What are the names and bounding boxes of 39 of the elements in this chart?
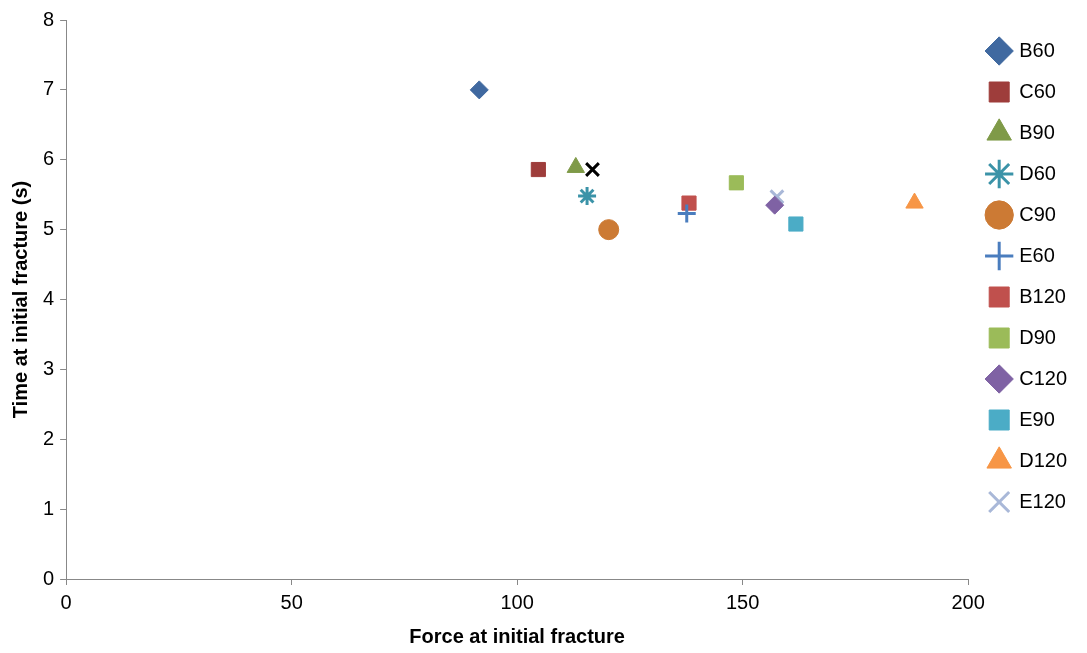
point	[676, 203, 698, 225]
point	[576, 185, 598, 207]
legend-label: C120	[1019, 366, 1067, 389]
legend-label: B60	[1019, 38, 1055, 61]
y-tick-label: 7	[43, 77, 55, 100]
point	[728, 175, 744, 191]
x-tick-label: 50	[280, 590, 303, 613]
legend-label: E120	[1019, 489, 1066, 512]
legend-label: D60	[1019, 161, 1056, 184]
y-tick-label: 0	[43, 566, 55, 589]
legend-label: E90	[1019, 407, 1055, 430]
legend-label: E60	[1019, 243, 1055, 266]
y-tick-label: 4	[43, 287, 55, 310]
legend-label: B90	[1019, 120, 1055, 143]
x-tick-label: 200	[951, 590, 985, 613]
y-axis-title: Time at initial fracture (s)	[8, 180, 31, 419]
point	[530, 161, 546, 178]
x-tick-label: 150	[725, 590, 760, 613]
legend-label: C60	[1019, 79, 1056, 102]
y-tick-label: 3	[43, 356, 55, 379]
y-tick-label: 2	[43, 426, 55, 449]
x-tick-label: 100	[500, 590, 534, 613]
point	[584, 161, 601, 178]
point	[681, 195, 697, 211]
y-tick-label: 1	[43, 496, 55, 519]
y-tick-label: 6	[43, 147, 55, 170]
legend-label: C90	[1019, 202, 1056, 225]
point	[769, 188, 785, 205]
y-tick-label: 8	[43, 7, 55, 30]
y-tick-label: 5	[43, 217, 55, 240]
point	[788, 216, 804, 232]
legend-label: D90	[1019, 325, 1056, 348]
point	[469, 80, 489, 100]
legend-label: B120	[1019, 284, 1066, 307]
legend-label: D120	[1019, 448, 1067, 471]
point	[765, 195, 785, 215]
point	[598, 219, 620, 241]
x-axis-title: Force at initial fracture	[409, 624, 625, 647]
x-tick-label: 0	[60, 590, 72, 613]
